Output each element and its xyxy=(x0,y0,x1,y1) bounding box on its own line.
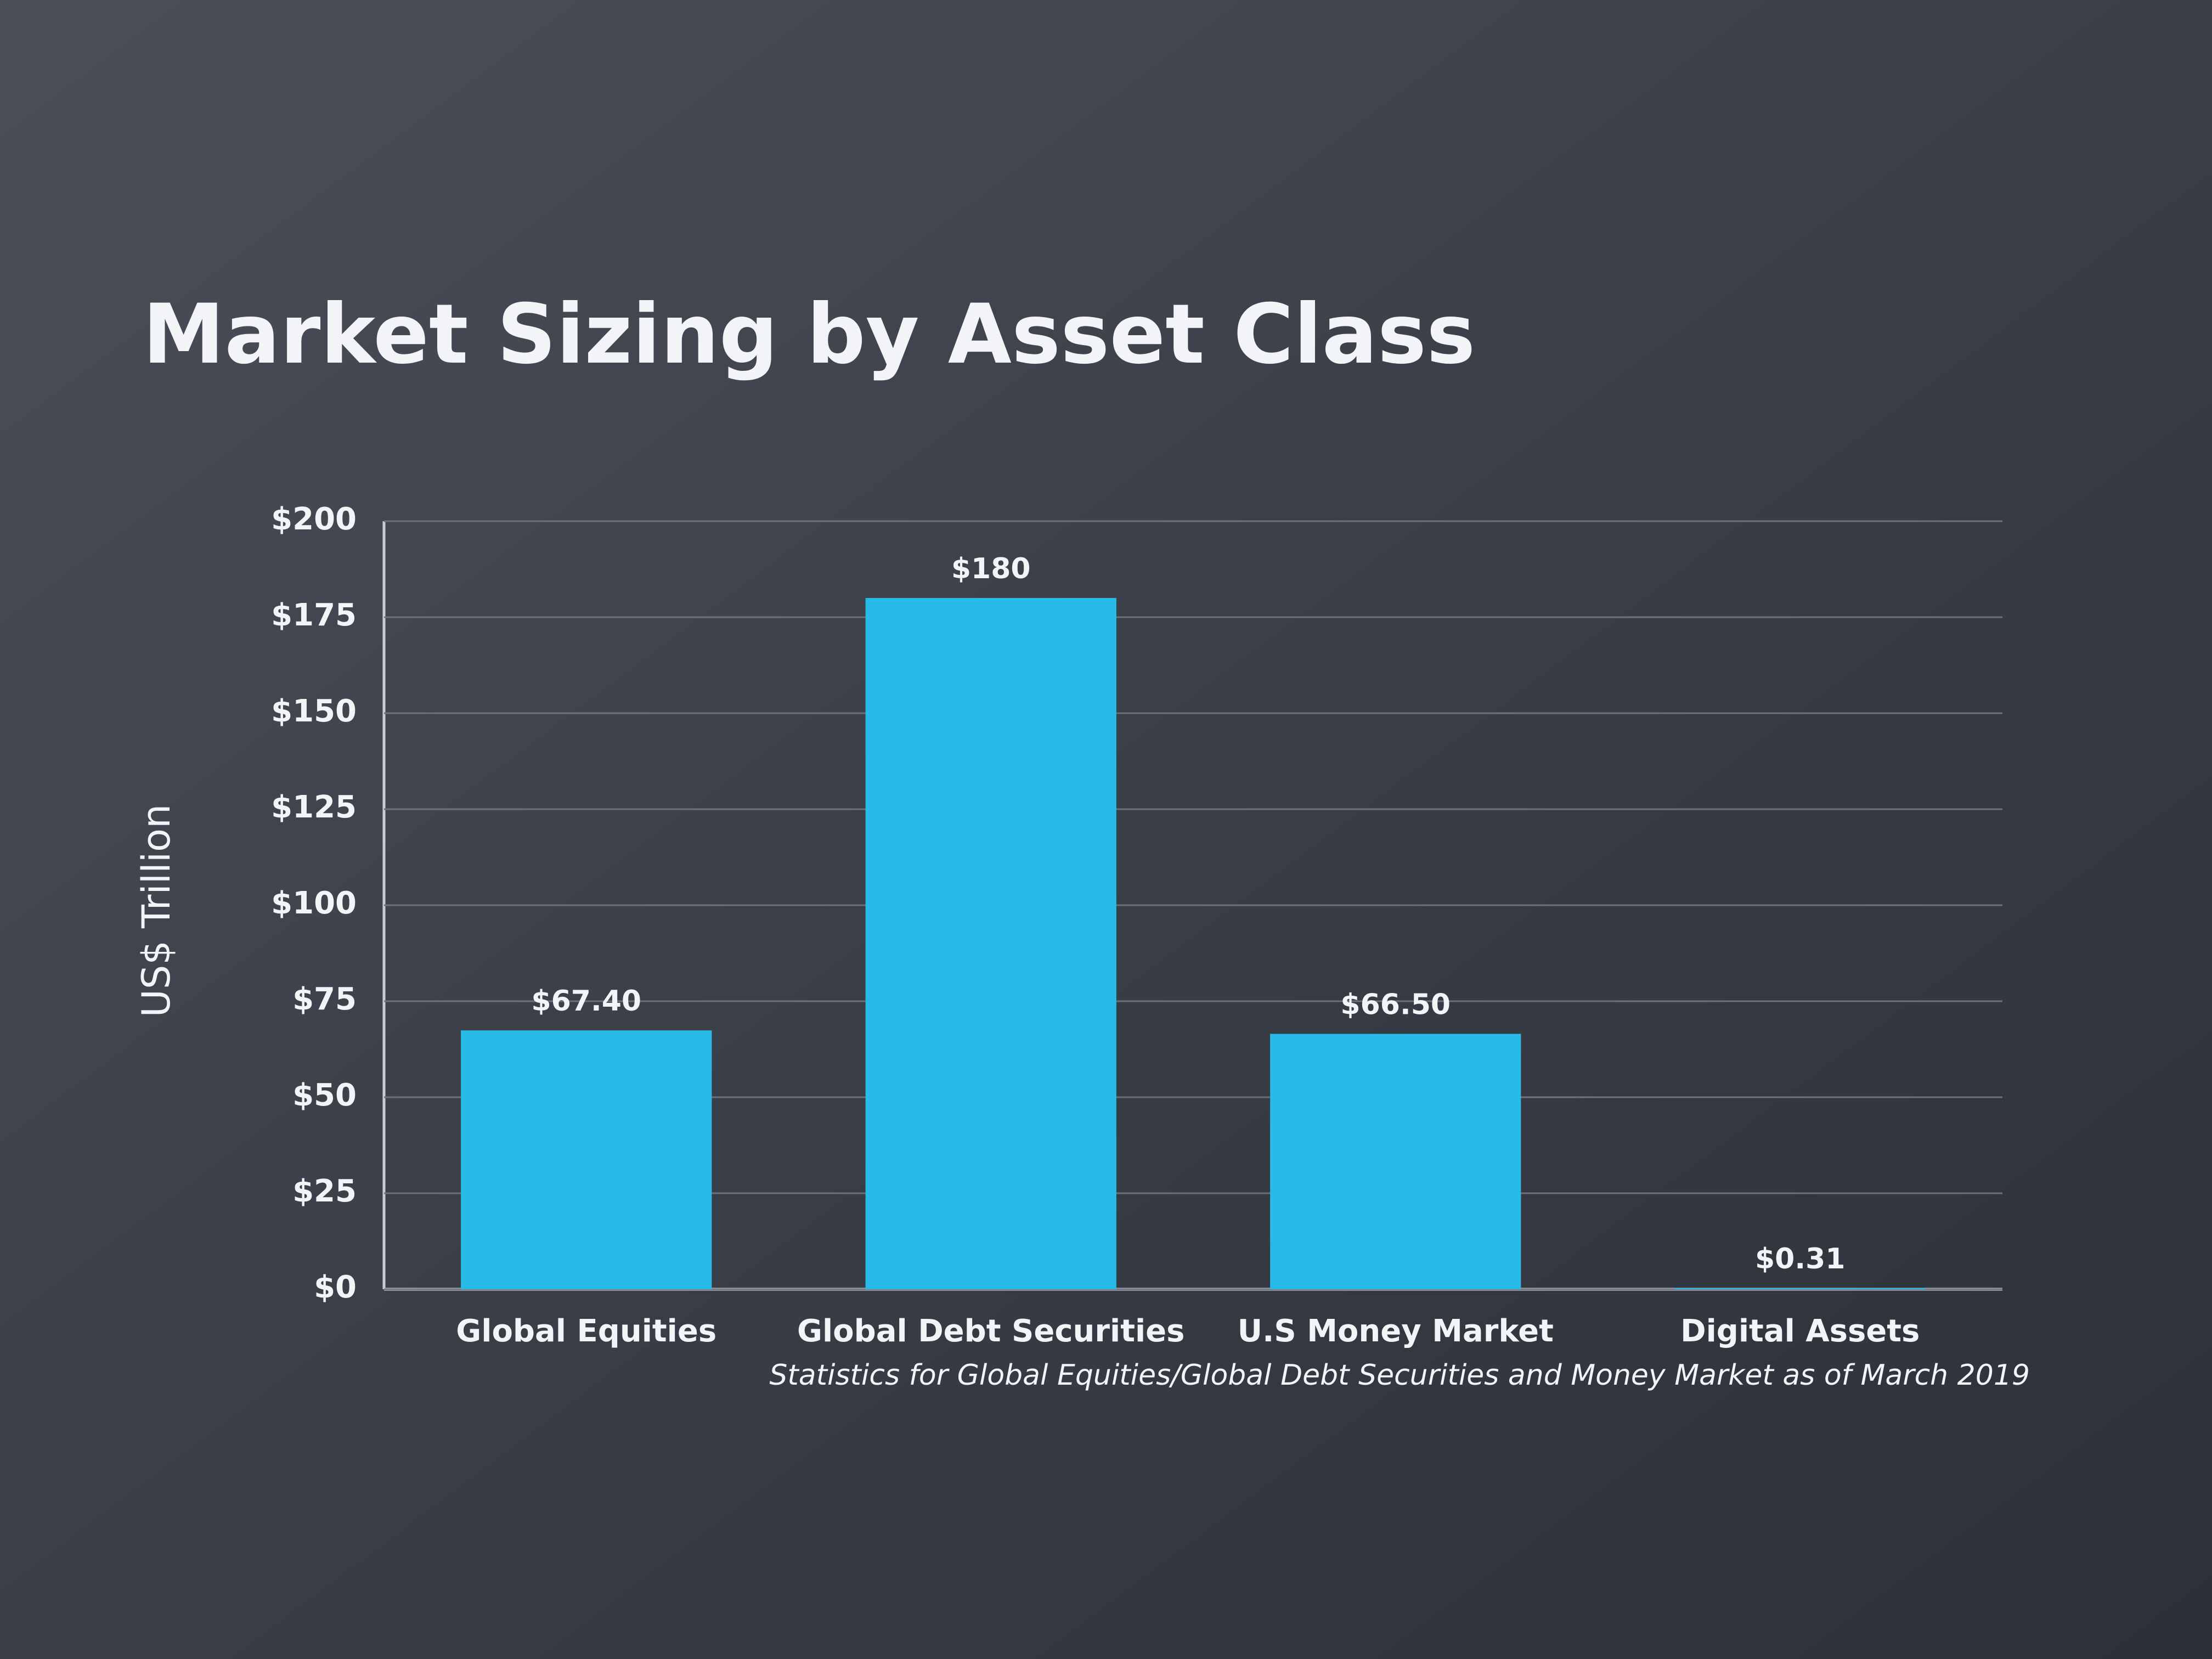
value-label: $0.31 xyxy=(1755,1243,1845,1276)
bar xyxy=(865,598,1116,1289)
chart-title: Market Sizing by Asset Class xyxy=(143,287,1475,382)
y-tick-label: $75 xyxy=(292,981,357,1017)
y-axis-label: US$ Trillion xyxy=(134,804,179,1018)
x-tick-label: Digital Assets xyxy=(1680,1313,1920,1349)
y-tick-label: $0 xyxy=(314,1269,357,1305)
x-tick-label: Global Debt Securities xyxy=(797,1313,1184,1349)
y-tick-label: $175 xyxy=(271,597,357,633)
y-tick-label: $100 xyxy=(271,885,357,921)
y-tick-label: $125 xyxy=(271,789,357,825)
bar xyxy=(1674,1288,1926,1289)
y-tick-label: $25 xyxy=(292,1173,357,1209)
y-tick-label: $50 xyxy=(292,1077,357,1113)
x-tick-label: U.S Money Market xyxy=(1238,1313,1554,1349)
footnote: Statistics for Global Equities/Global De… xyxy=(769,1359,2030,1392)
y-tick-label: $200 xyxy=(271,501,357,537)
value-label: $180 xyxy=(951,552,1031,585)
value-label: $67.40 xyxy=(531,985,641,1018)
y-tick-label: $150 xyxy=(271,693,357,729)
value-label: $66.50 xyxy=(1340,989,1451,1022)
bar xyxy=(461,1030,712,1289)
bar xyxy=(1270,1034,1521,1289)
x-tick-label: Global Equities xyxy=(456,1313,716,1349)
